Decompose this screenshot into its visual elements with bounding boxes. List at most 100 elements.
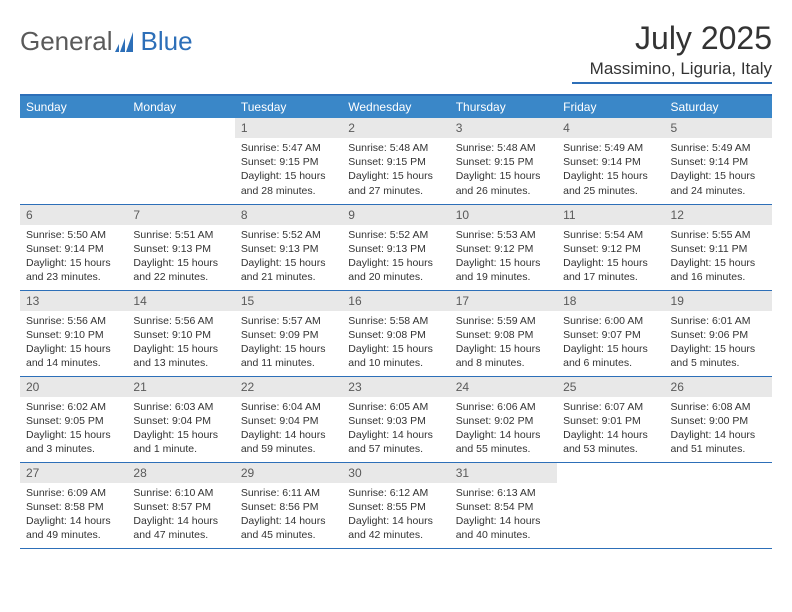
- day-details: Sunrise: 6:00 AMSunset: 9:07 PMDaylight:…: [557, 311, 664, 375]
- day-number: 30: [342, 463, 449, 483]
- calendar-cell: 27Sunrise: 6:09 AMSunset: 8:58 PMDayligh…: [20, 462, 127, 548]
- header: General Blue July 2025 Massimino, Liguri…: [20, 20, 772, 84]
- day-number: 10: [450, 205, 557, 225]
- day-details: Sunrise: 5:47 AMSunset: 9:15 PMDaylight:…: [235, 138, 342, 202]
- day-number: 6: [20, 205, 127, 225]
- calendar-cell: 19Sunrise: 6:01 AMSunset: 9:06 PMDayligh…: [665, 290, 772, 376]
- day-details: Sunrise: 5:49 AMSunset: 9:14 PMDaylight:…: [557, 138, 664, 202]
- day-details: Sunrise: 5:52 AMSunset: 9:13 PMDaylight:…: [342, 225, 449, 289]
- day-details: Sunrise: 6:02 AMSunset: 9:05 PMDaylight:…: [20, 397, 127, 461]
- day-number: 8: [235, 205, 342, 225]
- calendar-cell: 4Sunrise: 5:49 AMSunset: 9:14 PMDaylight…: [557, 118, 664, 204]
- day-number: 9: [342, 205, 449, 225]
- day-details: Sunrise: 6:01 AMSunset: 9:06 PMDaylight:…: [665, 311, 772, 375]
- day-number: 3: [450, 118, 557, 138]
- day-details: Sunrise: 5:53 AMSunset: 9:12 PMDaylight:…: [450, 225, 557, 289]
- day-details: Sunrise: 5:51 AMSunset: 9:13 PMDaylight:…: [127, 225, 234, 289]
- calendar-cell: 12Sunrise: 5:55 AMSunset: 9:11 PMDayligh…: [665, 204, 772, 290]
- calendar-cell: 22Sunrise: 6:04 AMSunset: 9:04 PMDayligh…: [235, 376, 342, 462]
- calendar-head: SundayMondayTuesdayWednesdayThursdayFrid…: [20, 96, 772, 118]
- day-number: 1: [235, 118, 342, 138]
- calendar-row: 20Sunrise: 6:02 AMSunset: 9:05 PMDayligh…: [20, 376, 772, 462]
- day-details: Sunrise: 5:55 AMSunset: 9:11 PMDaylight:…: [665, 225, 772, 289]
- day-number: 4: [557, 118, 664, 138]
- day-details: Sunrise: 6:05 AMSunset: 9:03 PMDaylight:…: [342, 397, 449, 461]
- day-number: 31: [450, 463, 557, 483]
- calendar-cell: 24Sunrise: 6:06 AMSunset: 9:02 PMDayligh…: [450, 376, 557, 462]
- calendar-cell: 17Sunrise: 5:59 AMSunset: 9:08 PMDayligh…: [450, 290, 557, 376]
- calendar-cell: 10Sunrise: 5:53 AMSunset: 9:12 PMDayligh…: [450, 204, 557, 290]
- day-details: Sunrise: 6:06 AMSunset: 9:02 PMDaylight:…: [450, 397, 557, 461]
- calendar-table: SundayMondayTuesdayWednesdayThursdayFrid…: [20, 96, 772, 549]
- day-number: 14: [127, 291, 234, 311]
- calendar-row: 13Sunrise: 5:56 AMSunset: 9:10 PMDayligh…: [20, 290, 772, 376]
- calendar-cell: ..: [665, 462, 772, 548]
- calendar-cell: 5Sunrise: 5:49 AMSunset: 9:14 PMDaylight…: [665, 118, 772, 204]
- day-number: 22: [235, 377, 342, 397]
- calendar-cell: 31Sunrise: 6:13 AMSunset: 8:54 PMDayligh…: [450, 462, 557, 548]
- brand-part1: General: [20, 26, 113, 57]
- calendar-cell: 14Sunrise: 5:56 AMSunset: 9:10 PMDayligh…: [127, 290, 234, 376]
- day-details: Sunrise: 5:48 AMSunset: 9:15 PMDaylight:…: [450, 138, 557, 202]
- day-details: Sunrise: 5:52 AMSunset: 9:13 PMDaylight:…: [235, 225, 342, 289]
- day-details: Sunrise: 5:56 AMSunset: 9:10 PMDaylight:…: [20, 311, 127, 375]
- day-number: 25: [557, 377, 664, 397]
- day-details: Sunrise: 6:08 AMSunset: 9:00 PMDaylight:…: [665, 397, 772, 461]
- day-number: 28: [127, 463, 234, 483]
- location-text: Massimino, Liguria, Italy: [572, 59, 772, 84]
- calendar-row: ....1Sunrise: 5:47 AMSunset: 9:15 PMDayl…: [20, 118, 772, 204]
- day-number: 29: [235, 463, 342, 483]
- weekday-header: Thursday: [450, 96, 557, 118]
- day-number: 11: [557, 205, 664, 225]
- brand-bars-icon: [115, 32, 139, 52]
- calendar-cell: 8Sunrise: 5:52 AMSunset: 9:13 PMDaylight…: [235, 204, 342, 290]
- day-number: 21: [127, 377, 234, 397]
- day-number: 7: [127, 205, 234, 225]
- calendar-cell: 1Sunrise: 5:47 AMSunset: 9:15 PMDaylight…: [235, 118, 342, 204]
- day-details: Sunrise: 6:04 AMSunset: 9:04 PMDaylight:…: [235, 397, 342, 461]
- day-details: Sunrise: 5:50 AMSunset: 9:14 PMDaylight:…: [20, 225, 127, 289]
- calendar-cell: 29Sunrise: 6:11 AMSunset: 8:56 PMDayligh…: [235, 462, 342, 548]
- day-details: Sunrise: 6:07 AMSunset: 9:01 PMDaylight:…: [557, 397, 664, 461]
- day-number: 19: [665, 291, 772, 311]
- day-details: Sunrise: 6:12 AMSunset: 8:55 PMDaylight:…: [342, 483, 449, 547]
- brand-logo: General Blue: [20, 20, 193, 57]
- calendar-cell: 13Sunrise: 5:56 AMSunset: 9:10 PMDayligh…: [20, 290, 127, 376]
- day-number: 23: [342, 377, 449, 397]
- calendar-cell: ..: [20, 118, 127, 204]
- calendar-cell: 15Sunrise: 5:57 AMSunset: 9:09 PMDayligh…: [235, 290, 342, 376]
- day-number: 16: [342, 291, 449, 311]
- weekday-header: Tuesday: [235, 96, 342, 118]
- weekday-header: Friday: [557, 96, 664, 118]
- weekday-header: Sunday: [20, 96, 127, 118]
- day-number: 17: [450, 291, 557, 311]
- day-number: 5: [665, 118, 772, 138]
- day-details: Sunrise: 5:48 AMSunset: 9:15 PMDaylight:…: [342, 138, 449, 202]
- calendar-cell: ..: [557, 462, 664, 548]
- calendar-cell: 28Sunrise: 6:10 AMSunset: 8:57 PMDayligh…: [127, 462, 234, 548]
- day-details: Sunrise: 6:10 AMSunset: 8:57 PMDaylight:…: [127, 483, 234, 547]
- calendar-cell: 16Sunrise: 5:58 AMSunset: 9:08 PMDayligh…: [342, 290, 449, 376]
- day-number: 27: [20, 463, 127, 483]
- calendar-cell: 20Sunrise: 6:02 AMSunset: 9:05 PMDayligh…: [20, 376, 127, 462]
- title-block: July 2025 Massimino, Liguria, Italy: [572, 20, 772, 84]
- day-details: Sunrise: 5:59 AMSunset: 9:08 PMDaylight:…: [450, 311, 557, 375]
- weekday-header: Monday: [127, 96, 234, 118]
- calendar-row: 27Sunrise: 6:09 AMSunset: 8:58 PMDayligh…: [20, 462, 772, 548]
- day-number: 15: [235, 291, 342, 311]
- day-details: Sunrise: 6:13 AMSunset: 8:54 PMDaylight:…: [450, 483, 557, 547]
- calendar-cell: 18Sunrise: 6:00 AMSunset: 9:07 PMDayligh…: [557, 290, 664, 376]
- weekday-header: Saturday: [665, 96, 772, 118]
- calendar-cell: 11Sunrise: 5:54 AMSunset: 9:12 PMDayligh…: [557, 204, 664, 290]
- calendar-cell: 23Sunrise: 6:05 AMSunset: 9:03 PMDayligh…: [342, 376, 449, 462]
- calendar-cell: 9Sunrise: 5:52 AMSunset: 9:13 PMDaylight…: [342, 204, 449, 290]
- calendar-cell: 7Sunrise: 5:51 AMSunset: 9:13 PMDaylight…: [127, 204, 234, 290]
- day-details: Sunrise: 5:49 AMSunset: 9:14 PMDaylight:…: [665, 138, 772, 202]
- calendar-cell: ..: [127, 118, 234, 204]
- calendar-cell: 6Sunrise: 5:50 AMSunset: 9:14 PMDaylight…: [20, 204, 127, 290]
- calendar-row: 6Sunrise: 5:50 AMSunset: 9:14 PMDaylight…: [20, 204, 772, 290]
- calendar-cell: 26Sunrise: 6:08 AMSunset: 9:00 PMDayligh…: [665, 376, 772, 462]
- day-details: Sunrise: 5:54 AMSunset: 9:12 PMDaylight:…: [557, 225, 664, 289]
- day-number: 26: [665, 377, 772, 397]
- weekday-header: Wednesday: [342, 96, 449, 118]
